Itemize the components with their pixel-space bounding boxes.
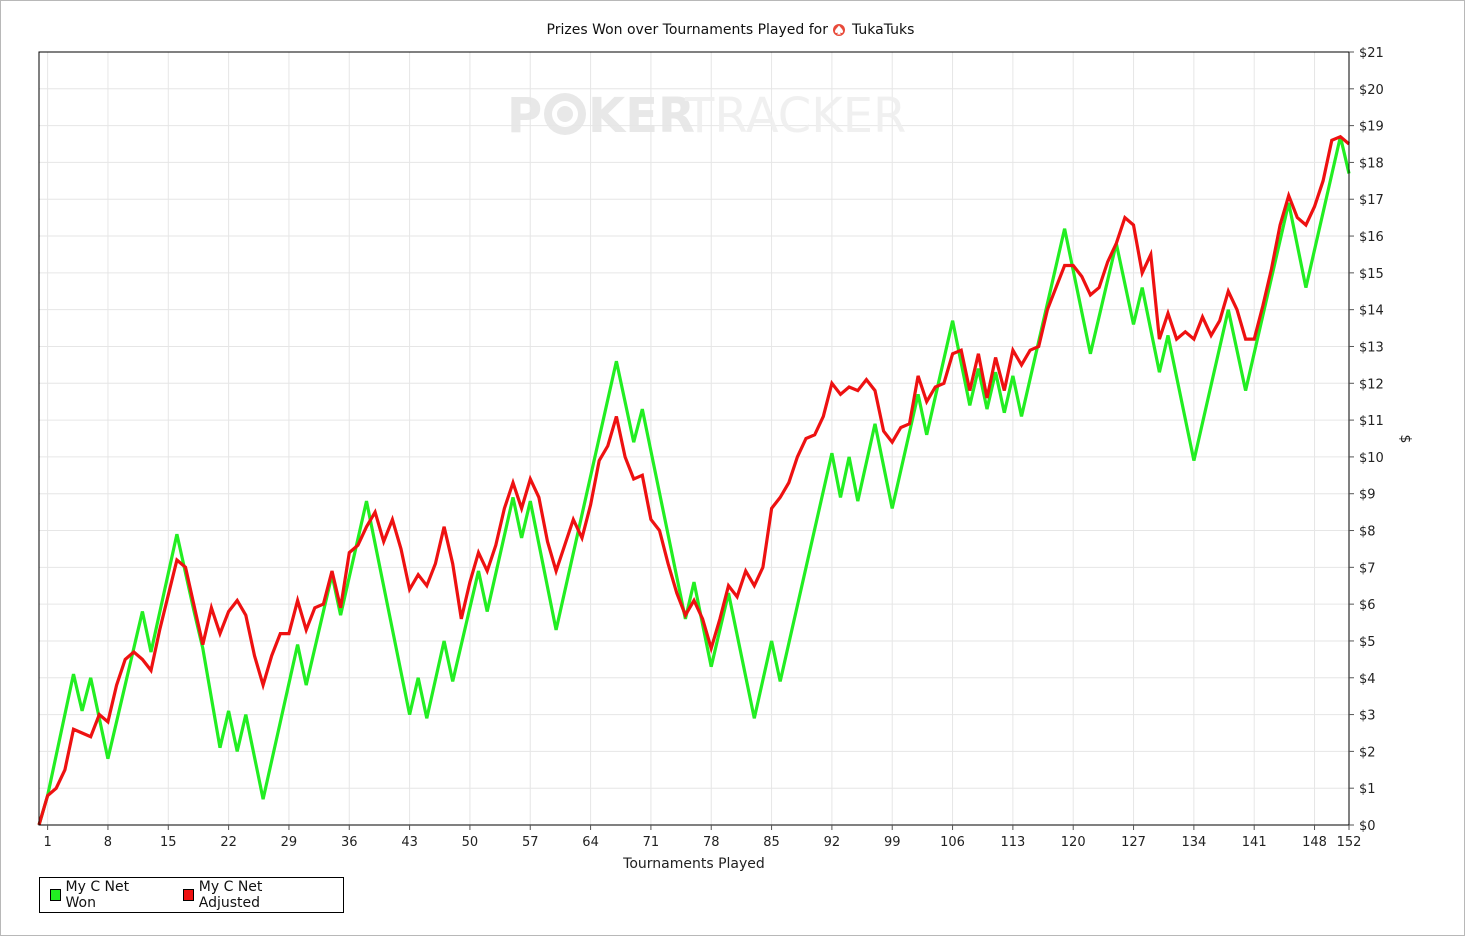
x-tick-label: 78 [703, 835, 720, 850]
x-tick-label: 50 [462, 835, 479, 850]
plot-area [39, 52, 1349, 825]
spade-icon [833, 24, 845, 36]
watermark-letter-p: P [507, 88, 542, 144]
y-tick-label: $1 [1359, 782, 1376, 797]
y-tick-label: $5 [1359, 635, 1376, 650]
series-line-net-adjusted [37, 134, 1351, 826]
chart-title-player: TukaTuks [851, 22, 914, 38]
y-axis: $0 $1 $2 $3 $4 $5 $6 $7 $8 $9 $10 $11 $12 $13 $14 $15 $1… [1349, 46, 1384, 834]
x-tick-label: 106 [940, 835, 965, 850]
x-tick-label: 141 [1242, 835, 1267, 850]
series-layer [37, 134, 1351, 826]
y-tick-label: $8 [1359, 525, 1376, 540]
plot-border [38, 51, 1350, 826]
x-tick-label: 152 [1337, 835, 1362, 850]
watermark-tracker: TRACKER [684, 88, 906, 144]
x-tick-label: 71 [643, 835, 660, 850]
x-tick-label: 15 [160, 835, 177, 850]
x-tick-label: 29 [281, 835, 298, 850]
y-tick-label: $12 [1359, 377, 1384, 392]
legend-item-net-won: My C Net Won [50, 879, 149, 911]
y-tick-label: $16 [1359, 230, 1384, 245]
legend-swatch-green [50, 889, 61, 901]
y-tick-label: $9 [1359, 488, 1376, 503]
legend-label-net-adjusted: My C Net Adjusted [198, 879, 263, 911]
legend-swatch-red [183, 889, 194, 901]
y-axis-title: $ [1397, 435, 1413, 444]
y-tick-label: $14 [1359, 304, 1384, 319]
x-axis-title: Tournaments Played [622, 856, 765, 872]
x-tick-label: 148 [1302, 835, 1327, 850]
x-tick-label: 43 [401, 835, 418, 850]
legend-label-net-won: My C Net Won [65, 879, 130, 911]
x-tick-label: 64 [582, 835, 599, 850]
y-tick-label: $18 [1359, 156, 1384, 171]
poker-chip-icon [544, 93, 586, 135]
watermark-ker: KER [588, 88, 695, 144]
watermark: P KER TRACKER [507, 88, 906, 144]
y-tick-label: $19 [1359, 120, 1384, 135]
x-tick-label: 120 [1061, 835, 1086, 850]
x-tick-label: 92 [824, 835, 841, 850]
series-line-net-won [37, 136, 1351, 826]
x-tick-label: 1 [43, 835, 51, 850]
y-tick-label: $6 [1359, 598, 1376, 613]
x-tick-label: 127 [1121, 835, 1146, 850]
y-tick-label: $20 [1359, 83, 1384, 98]
x-tick-label: 99 [884, 835, 901, 850]
legend-item-net-adjusted: My C Net Adjusted [183, 879, 309, 911]
y-tick-label: $10 [1359, 451, 1384, 466]
y-tick-label: $17 [1359, 193, 1384, 208]
x-tick-label: 36 [341, 835, 358, 850]
y-tick-label: $3 [1359, 709, 1376, 724]
x-tick-label: 113 [1000, 835, 1025, 850]
y-tick-label: $7 [1359, 561, 1376, 576]
x-tick-label: 57 [522, 835, 539, 850]
x-axis: 1 8 15 22 29 36 43 50 57 64 71 78 85 92 99 106 113 120 127… [43, 825, 1361, 850]
y-tick-label: $0 [1359, 819, 1376, 834]
x-tick-label: 134 [1181, 835, 1206, 850]
y-tick-label: $11 [1359, 414, 1384, 429]
y-tick-label: $21 [1359, 46, 1384, 61]
x-tick-label: 8 [104, 835, 112, 850]
chart-legend: My C Net Won My C Net Adjusted [39, 877, 344, 913]
y-tick-label: $4 [1359, 672, 1376, 687]
y-tick-label: $2 [1359, 745, 1376, 760]
x-tick-label: 22 [220, 835, 237, 850]
chart-title-prefix: Prizes Won over Tournaments Played for [547, 22, 829, 38]
x-tick-label: 85 [763, 835, 780, 850]
y-tick-label: $15 [1359, 267, 1384, 282]
y-tick-label: $13 [1359, 340, 1384, 355]
